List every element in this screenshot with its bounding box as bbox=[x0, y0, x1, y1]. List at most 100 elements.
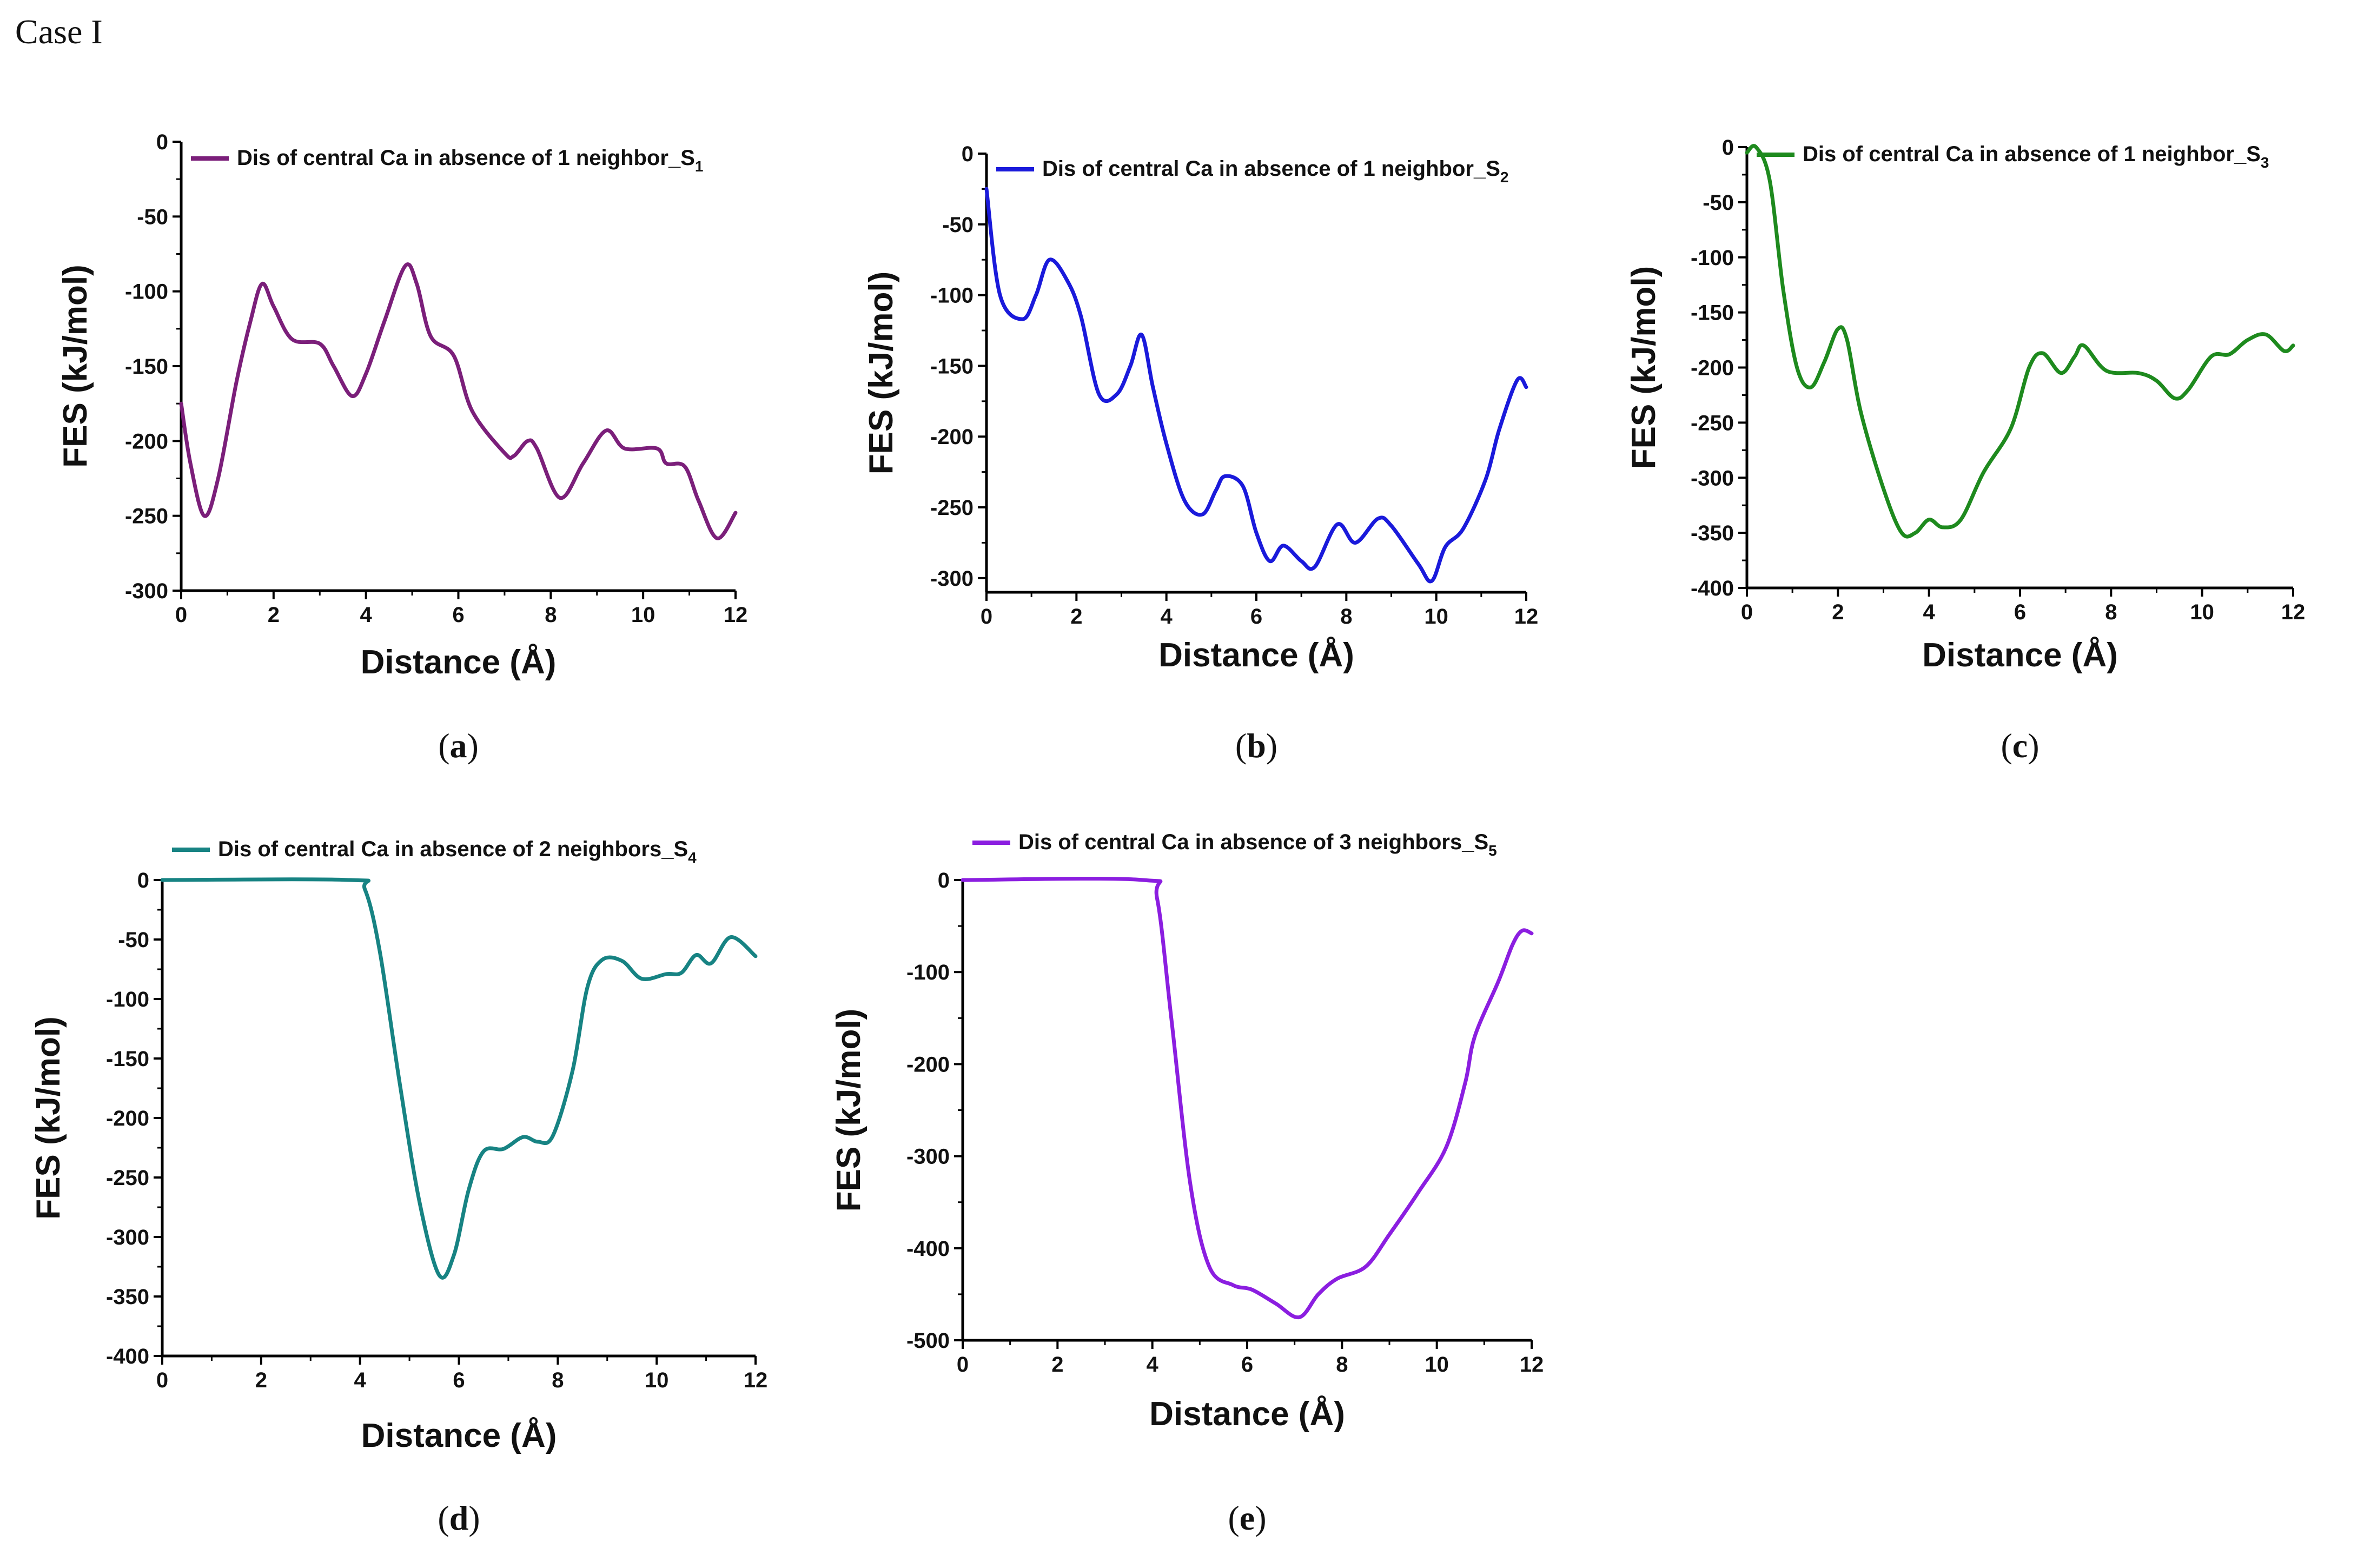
panel-label: (a) bbox=[438, 726, 479, 765]
y-tick-label: -150 bbox=[930, 354, 974, 378]
panel-label-paren-close: ) bbox=[2028, 726, 2039, 765]
x-tick-label: 4 bbox=[354, 1368, 367, 1392]
x-axis-title: Distance (Å) bbox=[361, 1417, 557, 1454]
x-axis-title: Distance (Å) bbox=[1158, 637, 1354, 674]
legend-label-text: Dis of central Ca in absence of 1 neighb… bbox=[1042, 157, 1500, 181]
y-tick-label: -250 bbox=[930, 496, 974, 520]
y-tick-label: -250 bbox=[125, 505, 168, 528]
x-tick-label: 0 bbox=[175, 603, 187, 627]
legend-label-text: Dis of central Ca in absence of 2 neighb… bbox=[218, 837, 688, 861]
legend-label-subscript: 2 bbox=[1500, 169, 1509, 186]
legend-label-text: Dis of central Ca in absence of 3 neighb… bbox=[1018, 830, 1488, 854]
y-tick-label: -500 bbox=[906, 1329, 950, 1353]
x-tick-label: 2 bbox=[1832, 600, 1844, 624]
panel-label-letter: e bbox=[1240, 1499, 1255, 1537]
panel-label: (b) bbox=[1235, 726, 1277, 765]
legend-label-text: Dis of central Ca in absence of 1 neighb… bbox=[1803, 142, 2261, 166]
y-tick-label: 0 bbox=[156, 130, 168, 154]
y-tick-label: -150 bbox=[1691, 301, 1734, 325]
x-tick-label: 8 bbox=[552, 1368, 564, 1392]
series-line bbox=[984, 187, 1528, 584]
panel-label: (c) bbox=[2001, 726, 2039, 765]
series-line bbox=[160, 877, 758, 1280]
legend-label: Dis of central Ca in absence of 2 neighb… bbox=[218, 837, 697, 866]
series-line bbox=[961, 876, 1534, 1319]
x-tick-label: 8 bbox=[1340, 605, 1352, 628]
x-tick-label: 6 bbox=[1250, 605, 1262, 628]
y-tick-label: -200 bbox=[106, 1107, 149, 1130]
legend-label-subscript: 5 bbox=[1488, 842, 1497, 859]
legend-label-text: Dis of central Ca in absence of 1 neighb… bbox=[237, 146, 695, 170]
x-tick-label: 2 bbox=[255, 1368, 267, 1392]
y-tick-label: -100 bbox=[125, 280, 168, 304]
y-tick-label: -50 bbox=[1703, 191, 1734, 215]
panel-label: (e) bbox=[1228, 1499, 1266, 1537]
panel-label-letter: c bbox=[2012, 726, 2028, 765]
x-tick-label: 4 bbox=[360, 603, 373, 627]
y-axis-title: FES (kJ/mol) bbox=[830, 1009, 868, 1212]
case-title: Case I bbox=[15, 12, 103, 51]
chart-panel-d: 0 2 4 6 8 10 12 0 -50 -100 -150 -200 -250 -300 -350 -40… bbox=[30, 837, 767, 1537]
chart-panel-e: 0 2 4 6 8 10 12 0 -100 -200 -300 -400 -500 Distance (… bbox=[830, 830, 1544, 1537]
x-tick-label: 2 bbox=[1051, 1353, 1063, 1377]
x-tick-label: 6 bbox=[452, 603, 464, 627]
legend-label: Dis of central Ca in absence of 1 neighb… bbox=[1042, 157, 1508, 186]
panel-label: (d) bbox=[438, 1499, 480, 1537]
x-tick-label: 0 bbox=[1741, 600, 1753, 624]
legend-label-subscript: 1 bbox=[695, 158, 704, 175]
y-tick-label: -100 bbox=[930, 284, 974, 308]
legend-label-subscript: 3 bbox=[2261, 154, 2269, 171]
x-tick-label: 10 bbox=[2190, 600, 2214, 624]
legend-label-subscript: 4 bbox=[688, 849, 697, 866]
chart-panel-b: 0 2 4 6 8 10 12 0 -50 -100 -150 -200 -250 -300 Distanc… bbox=[863, 142, 1538, 765]
y-tick-label: -50 bbox=[137, 205, 168, 229]
x-tick-label: 8 bbox=[2105, 600, 2117, 624]
legend-label: Dis of central Ca in absence of 1 neighb… bbox=[237, 146, 703, 175]
panel-label-letter: a bbox=[450, 726, 467, 765]
x-tick-label: 12 bbox=[1520, 1353, 1544, 1377]
y-tick-label: -200 bbox=[930, 425, 974, 449]
y-tick-label: -400 bbox=[106, 1345, 149, 1368]
y-tick-label: -300 bbox=[106, 1226, 149, 1249]
x-tick-label: 8 bbox=[1336, 1353, 1348, 1377]
panel-label-letter: d bbox=[449, 1499, 469, 1537]
y-tick-label: 0 bbox=[137, 869, 149, 892]
x-tick-label: 12 bbox=[1514, 605, 1539, 628]
x-tick-label: 0 bbox=[957, 1353, 969, 1377]
series-line bbox=[179, 262, 738, 540]
x-tick-label: 0 bbox=[981, 605, 992, 628]
x-tick-label: 6 bbox=[453, 1368, 465, 1392]
panel-label-paren-open: ( bbox=[2001, 726, 2012, 765]
y-tick-label: -400 bbox=[1691, 577, 1734, 600]
x-tick-label: 0 bbox=[156, 1368, 168, 1392]
panel-label-paren-open: ( bbox=[438, 726, 449, 765]
x-tick-label: 12 bbox=[744, 1368, 768, 1392]
y-tick-label: -200 bbox=[1691, 356, 1734, 380]
x-axis-title: Distance (Å) bbox=[1922, 637, 2118, 674]
panel-label-paren-open: ( bbox=[438, 1499, 449, 1537]
panel-label-paren-close: ) bbox=[468, 1499, 480, 1537]
x-tick-label: 6 bbox=[1241, 1353, 1253, 1377]
y-tick-label: -50 bbox=[118, 928, 149, 952]
panel-label-paren-close: ) bbox=[1266, 726, 1277, 765]
x-tick-label: 2 bbox=[1070, 605, 1082, 628]
x-axis-title: Distance (Å) bbox=[1149, 1395, 1345, 1433]
x-tick-label: 12 bbox=[724, 603, 748, 627]
chart-panel-a: 0 2 4 6 8 10 12 0 -50 -100 -150 -200 -250 -300 Distanc… bbox=[57, 130, 747, 765]
x-tick-label: 12 bbox=[2281, 600, 2306, 624]
x-tick-label: 8 bbox=[545, 603, 557, 627]
y-tick-label: 0 bbox=[938, 869, 950, 892]
y-tick-label: -400 bbox=[906, 1237, 950, 1261]
y-tick-label: -100 bbox=[106, 988, 149, 1011]
y-axis-title: FES (kJ/mol) bbox=[30, 1016, 67, 1220]
panel-label-letter: b bbox=[1247, 726, 1266, 765]
y-tick-label: -300 bbox=[1691, 466, 1734, 490]
y-tick-label: 0 bbox=[1722, 136, 1734, 160]
panel-label-paren-open: ( bbox=[1235, 726, 1247, 765]
y-tick-label: -250 bbox=[106, 1166, 149, 1190]
legend-label: Dis of central Ca in absence of 1 neighb… bbox=[1803, 142, 2269, 171]
panel-label-paren-close: ) bbox=[467, 726, 479, 765]
y-tick-label: -300 bbox=[930, 567, 974, 591]
x-axis-title: Distance (Å) bbox=[361, 644, 557, 681]
